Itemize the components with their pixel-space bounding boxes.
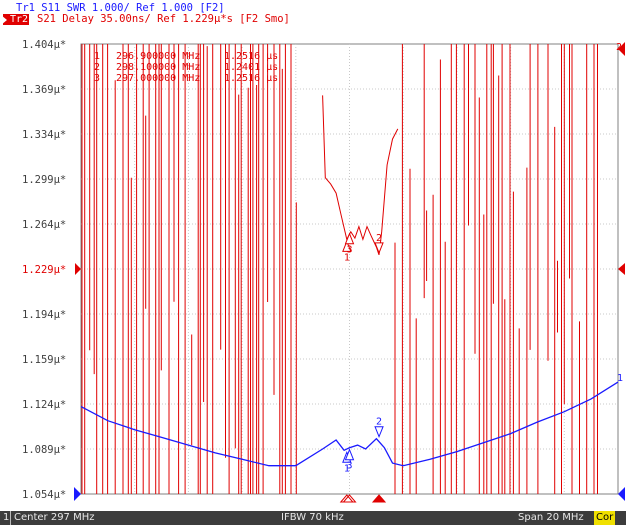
marker-number: 2 [376,417,382,428]
active-trace-arrow-icon [1,15,7,25]
trace2-ref-label: 2 [616,42,622,53]
y-tick-label: 1.054μ* [22,489,66,501]
trace2-right-ref-arrow-icon [618,263,625,275]
marker-table-value: 1.2401 μs [224,62,278,73]
marker-table-num: 2 [94,62,100,73]
trace2-right-arrow-icon [618,42,625,56]
y-tick-label: 1.264μ* [22,219,66,231]
marker-triangle-icon[interactable] [374,242,384,255]
marker-number: 2 [376,233,382,244]
marker-table-freq: 296.900000 MHz [116,51,200,62]
marker-position-icon [371,494,387,503]
status-bar: 1 Center 297 MHz IFBW 70 kHz Span 20 MHz… [0,511,626,525]
trace2-label[interactable]: S21 Delay 35.00ns/ Ref 1.229μ*s [F2 Smo] [37,13,290,25]
y-tick-label: 1.194μ* [22,309,66,321]
marker-table-value: 1.2516 μs [224,73,278,84]
marker-number: 3 [347,461,353,472]
marker-table: 1 296.900000 MHz 1.2516 μs 2 298.100000 MHz 1… [94,51,278,84]
correction-badge[interactable]: Cor [594,511,616,525]
marker-number: 1 [344,252,350,263]
trace2-ref-arrow-icon [75,263,81,275]
marker-number: 3 [347,245,353,256]
marker-table-freq: 297.000000 MHz [116,73,200,84]
marker-triangle-icon[interactable] [374,426,384,439]
y-tick-label: 1.334μ* [22,129,66,141]
y-tick-label: 1.229μ* [22,264,66,276]
trace2-delay-line [322,95,399,256]
marker-triangle-icon[interactable] [342,240,352,252]
y-tick-label: 1.159μ* [22,354,66,366]
marker-number: 1 [344,463,350,474]
marker-table-num: 3 [94,73,100,84]
trace1-label[interactable]: Tr1 S11 SWR 1.000/ Ref 1.000 [F2] [16,2,225,14]
trace2-active-tag[interactable]: Tr2 [3,14,30,25]
channel-number[interactable]: 1 [3,512,10,523]
marker-position-icon [342,494,357,503]
trace-header: Tr1 S11 SWR 1.000/ Ref 1.000 [F2] Tr2 S2… [0,0,626,42]
marker-table-freq: 298.100000 MHz [116,62,200,73]
measurement-plot[interactable]: 1.404μ* 1.369μ* 1.334μ* 1.299μ* 1.264μ* 1.229… [0,0,626,511]
trace1-right-ref-arrow-icon [618,487,625,501]
y-tick-label: 1.299μ* [22,174,66,186]
center-frequency[interactable]: Center 297 MHz [14,512,95,523]
y-tick-label: 1.089μ* [22,444,66,456]
y-axis-labels: 1.404μ* 1.369μ* 1.334μ* 1.299μ* 1.264μ* 1.229… [22,39,66,501]
y-tick-label: 1.124μ* [22,399,66,411]
marker-table-num: 1 [94,51,100,62]
status-divider [10,511,11,525]
y-tick-label: 1.369μ* [22,84,66,96]
span-value[interactable]: Span 20 MHz [518,512,584,523]
axis-markers [74,42,625,503]
ifbw-value[interactable]: IFBW 70 kHz [281,512,344,523]
trace1-swr-line [80,381,619,467]
trace1-ref-label: 1 [617,373,623,384]
marker-triangle-icon[interactable] [344,232,355,245]
marker-triangle-icon[interactable] [344,448,355,461]
delay-noise-spikes [81,44,598,494]
marker-table-value: 1.2516 μs [224,51,278,62]
y-tick-label: 1.404μ* [22,39,66,51]
trace1-ref-arrow-icon [74,487,81,501]
